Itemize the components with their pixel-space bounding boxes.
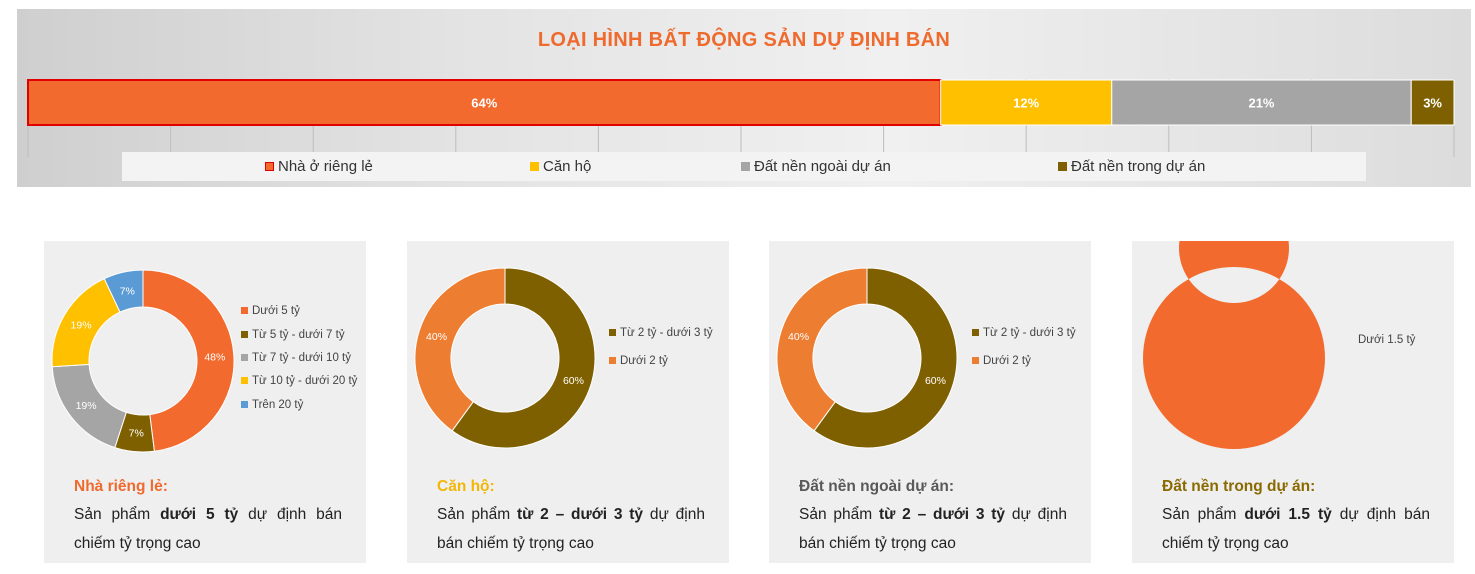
stacked-bar-panel: 64% 12% 21% 3% LOẠI HÌNH BẤT ĐỘNG SẢN DỰ ĐỊ…	[17, 9, 1471, 187]
slice-data-label: 19%	[71, 319, 92, 331]
donut-slice	[142, 269, 235, 452]
desc-text: Sản phẩm	[799, 506, 879, 523]
desc-highlight: từ 2 – dưới 3 tỷ	[878, 506, 1006, 523]
legend-item: Từ 7 tỷ - dưới 10 tỷ	[241, 352, 351, 364]
donut-slice	[813, 267, 958, 449]
legend-swatch	[241, 377, 248, 384]
legend-label: Dưới 2 tỷ	[983, 355, 1031, 367]
legend-swatch	[241, 331, 248, 338]
legend-label: Từ 7 tỷ - dưới 10 tỷ	[252, 352, 351, 364]
card-nha-rieng-le: 48% 7% 19% 19% 7% Dưới 5 tỷ Từ 5 tỷ - dưới 7…	[44, 241, 366, 563]
donut-slice	[451, 267, 596, 449]
card-heading: Căn hộ:	[437, 478, 495, 495]
legend-item: Trên 20 tỷ	[241, 399, 303, 411]
legend-item: Từ 10 tỷ - dưới 20 tỷ	[241, 375, 357, 387]
legend-item-can-ho: Căn hộ	[530, 158, 591, 175]
slice-data-label: 19%	[76, 400, 97, 412]
stacked-bar-chart: 64% 12% 21% 3%	[27, 79, 1455, 157]
card-description: Sản phẩm dưới 5 tỷ dự định bán chiếm tỷ …	[74, 500, 342, 558]
slice-data-label: 40%	[788, 331, 809, 343]
bar-data-label: 21%	[1248, 96, 1274, 111]
donut-chart-dat-nen-trong-du-an	[1142, 241, 1325, 449]
legend-swatch	[972, 357, 979, 364]
legend-swatch	[241, 307, 248, 314]
bar-segment	[940, 79, 1113, 126]
legend-item: Dưới 2 tỷ	[972, 355, 1031, 367]
legend-swatch	[241, 354, 248, 361]
bar-data-label: 64%	[471, 96, 497, 111]
slice-data-label: 40%	[426, 331, 447, 343]
slice-data-label: 48%	[204, 351, 225, 363]
legend-item-dat-nen-trong-du-an: Đất nền trong dự án	[1058, 158, 1205, 175]
chart-title: LOẠI HÌNH BẤT ĐỘNG SẢN DỰ ĐỊNH BÁN	[537, 29, 951, 51]
desc-text: Sản phẩm	[74, 506, 161, 523]
legend-item: Từ 2 tỷ - dưới 3 tỷ	[609, 327, 713, 339]
bar-segment	[27, 79, 942, 126]
stacked-bar-legend: Nhà ở riêng lẻ Căn hộ Đất nền ngoài dự á…	[122, 152, 1366, 181]
legend-label: Đất nền trong dự án	[1071, 158, 1206, 175]
legend-swatch	[241, 401, 248, 408]
desc-highlight: từ 2 – dưới 3 tỷ	[516, 506, 644, 523]
card-can-ho: 60% 40% Từ 2 tỷ - dưới 3 tỷ Dưới 2 tỷ Căn…	[407, 241, 729, 563]
slice-data-label: 7%	[129, 428, 144, 440]
bar-segment	[1111, 79, 1412, 126]
legend-item: Dưới 1.5 tỷ	[1358, 334, 1415, 346]
card-dat-nen-trong-du-an: Dưới 1.5 tỷ Đất nền trong dự án: Sản phẩ…	[1132, 241, 1454, 563]
desc-text: dự định bán chiếm tỷ trọng cao	[74, 506, 342, 552]
desc-highlight: dưới 5 tỷ	[160, 506, 239, 523]
bar-data-label: 12%	[1013, 96, 1039, 111]
desc-text: Sản phẩm	[437, 506, 517, 523]
legend-label: Từ 2 tỷ - dưới 3 tỷ	[620, 327, 713, 339]
legend-item: Dưới 5 tỷ	[241, 305, 300, 317]
card-heading: Đất nền ngoài dự án:	[799, 478, 955, 495]
donut-slice	[414, 267, 506, 432]
legend-item: Từ 5 tỷ - dưới 7 tỷ	[241, 329, 345, 341]
desc-text: Sản phẩm	[1162, 506, 1245, 523]
desc-text: dự định bán chiếm tỷ trọng cao	[437, 506, 705, 552]
slice-data-label: 60%	[925, 375, 946, 387]
legend-swatch	[609, 357, 616, 364]
card-description: Sản phẩm từ 2 – dưới 3 tỷ dự định bán ch…	[799, 500, 1067, 558]
legend-label: Căn hộ	[543, 158, 592, 175]
card-description: Sản phẩm từ 2 – dưới 3 tỷ dự định bán ch…	[437, 500, 705, 558]
legend-label: Từ 2 tỷ - dưới 3 tỷ	[983, 327, 1076, 339]
card-dat-nen-ngoai-du-an: 60% 40% Từ 2 tỷ - dưới 3 tỷ Dưới 2 tỷ Đất…	[769, 241, 1091, 563]
legend-item-nha-o-rieng-le: Nhà ở riêng lẻ	[265, 158, 373, 175]
card-heading: Đất nền trong dự án:	[1162, 478, 1316, 495]
donut-slice	[103, 269, 144, 313]
legend-swatch	[265, 162, 274, 171]
slice-data-label: 7%	[120, 286, 135, 298]
bar-segment	[1410, 79, 1455, 126]
donut-chart-nha-rieng-le: 48% 7% 19% 19% 7%	[51, 269, 235, 453]
legend-label: Dưới 1.5 tỷ	[1358, 334, 1416, 346]
legend-item-dat-nen-ngoai-du-an: Đất nền ngoài dự án	[741, 158, 891, 175]
card-description: Sản phẩm dưới 1.5 tỷ dự định bán chiếm t…	[1162, 500, 1430, 558]
legend-label: Từ 10 tỷ - dưới 20 tỷ	[252, 375, 358, 387]
legend-label: Trên 20 tỷ	[252, 399, 304, 411]
legend-swatch	[1058, 162, 1067, 171]
legend-swatch	[530, 162, 539, 171]
legend-swatch	[972, 329, 979, 336]
legend-swatch	[609, 329, 616, 336]
legend-swatch	[741, 162, 750, 171]
donut-chart-can-ho: 60% 40%	[414, 267, 596, 449]
legend-label: Dưới 5 tỷ	[252, 305, 300, 317]
donut-chart-dat-nen-ngoai-du-an: 60% 40%	[776, 267, 958, 449]
legend-label: Từ 5 tỷ - dưới 7 tỷ	[252, 329, 345, 341]
desc-highlight: dưới 1.5 tỷ	[1244, 506, 1332, 523]
desc-text: dự định bán chiếm tỷ trọng cao	[1162, 506, 1430, 552]
donut-slice	[1142, 241, 1325, 449]
bar-data-label: 3%	[1423, 96, 1442, 111]
legend-label: Nhà ở riêng lẻ	[278, 158, 373, 175]
legend-label: Dưới 2 tỷ	[620, 355, 668, 367]
desc-text: dự định bán chiếm tỷ trọng cao	[799, 506, 1067, 552]
legend-item: Từ 2 tỷ - dưới 3 tỷ	[972, 327, 1076, 339]
legend-item: Dưới 2 tỷ	[609, 355, 668, 367]
slice-data-label: 60%	[563, 375, 584, 387]
legend-label: Đất nền ngoài dự án	[754, 158, 891, 175]
donut-slice	[776, 267, 868, 432]
card-heading: Nhà riêng lẻ:	[74, 478, 168, 495]
